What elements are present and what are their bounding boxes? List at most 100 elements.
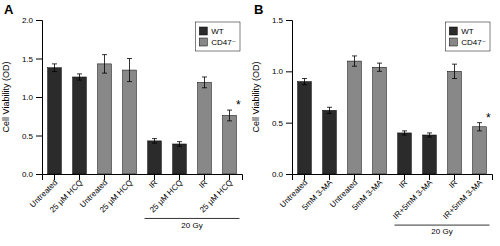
bar: [173, 144, 187, 174]
y-tick-mark: [286, 123, 292, 124]
x-tick-label: IR: [147, 178, 159, 190]
x-tick: 25 µM HCQ: [198, 174, 234, 214]
y-tick-label: 0.0: [272, 170, 284, 179]
bracket: [395, 225, 490, 226]
x-tick-mark: [304, 174, 305, 180]
bar: [448, 71, 462, 174]
y-tick-label: 1.0: [22, 93, 34, 102]
y-tick-label: 0.5: [22, 132, 34, 141]
x-tick-label: 5mM 3-MA: [350, 178, 384, 212]
x-tick: IR+5mM 3-MA: [391, 174, 434, 221]
error-bar: [352, 56, 357, 66]
error-bar: [452, 64, 457, 78]
bar: [398, 133, 412, 174]
x-tick-mark: [204, 174, 205, 180]
y-axis-line: [36, 21, 43, 175]
y-axis: 0.0 0.5 1.0 1.5 2.0: [22, 16, 43, 179]
y-tick: 0.0: [272, 170, 292, 179]
x-tick-mark: [404, 174, 405, 180]
legend: WTCD47⁻: [445, 22, 490, 51]
y-axis-line: [286, 21, 293, 175]
bar: [223, 115, 237, 174]
series: [98, 55, 237, 174]
x-tick-mark: [79, 174, 80, 180]
series: [48, 64, 187, 174]
x-tick: IR: [397, 174, 409, 190]
error-bar: [52, 64, 57, 72]
error-bar: [477, 123, 482, 131]
x-tick-label: IR: [397, 178, 409, 190]
x-tick-label: 25 µM HCQ: [48, 178, 84, 214]
bar: [298, 82, 312, 174]
bracket-label: 20 Gy: [181, 221, 202, 230]
error-bar: [77, 74, 82, 80]
y-tick-mark: [36, 97, 42, 98]
y-tick-mark: [36, 174, 42, 175]
legend-box: [445, 22, 490, 51]
x-tick-mark: [104, 174, 105, 180]
bar: [198, 82, 212, 174]
marks: [48, 55, 237, 174]
x-tick: 25 µM HCQ: [48, 174, 84, 214]
x-tick-label: 25 µM HCQ: [98, 178, 134, 214]
bar: [148, 141, 162, 174]
x-tick: 5mM 3-MA: [350, 174, 384, 212]
bar: [473, 127, 487, 174]
marks: [298, 56, 487, 174]
error-bar: [152, 139, 157, 144]
error-bar: [127, 59, 132, 82]
y-tick-mark: [36, 136, 42, 137]
legend-label: WT: [461, 27, 474, 36]
panel: 0.0 0.5 1.0 1.5 2.0 Untreated25 µM HCQUntreat…: [1, 2, 243, 230]
x-tick-label: 25 µM HCQ: [198, 178, 234, 214]
error-bar: [402, 131, 407, 135]
bar: [423, 135, 437, 174]
y-tick-mark: [36, 20, 42, 21]
x-axis: Untreated25 µM HCQUntreated25 µM HCQIR25…: [28, 174, 242, 214]
legend-swatch: [449, 38, 457, 46]
bracket: [145, 218, 240, 219]
y-tick: 1.0: [272, 67, 292, 76]
y-tick-mark: [286, 20, 292, 21]
legend: WTCD47⁻: [195, 22, 240, 51]
panel: 0.00.51.01.5Untreated5mM 3-MAUntreated5m…: [251, 2, 493, 236]
bracket-label: 20 Gy: [431, 227, 452, 236]
y-axis-title: Cell Viability (OD): [251, 62, 261, 133]
y-axis-title: Cell Viability (OD): [1, 62, 11, 133]
x-tick: 25 µM HCQ: [148, 174, 184, 214]
y-tick: 2.0: [22, 16, 42, 25]
error-bar: [202, 77, 207, 88]
x-tick-mark: [229, 174, 230, 180]
x-tick-label: IR: [447, 178, 459, 190]
x-axis: Untreated5mM 3-MAUntreated5mM 3-MAIRIR+5…: [278, 174, 492, 221]
legend-box: [195, 22, 240, 51]
panel-title: A: [4, 2, 14, 17]
x-axis-line: [293, 175, 493, 181]
x-tick-mark: [479, 174, 480, 180]
error-bar: [302, 79, 307, 85]
chart: 0.0 0.5 1.0 1.5 2.0 Untreated25 µM HCQUntreat…: [0, 0, 500, 246]
x-tick: IR+5mM 3-MA: [441, 174, 484, 221]
y-tick: 0.0: [22, 170, 42, 179]
annotation: *: [236, 98, 241, 112]
x-tick-mark: [379, 174, 380, 180]
x-tick-mark: [429, 174, 430, 180]
y-tick: 0.5: [272, 119, 292, 128]
y-tick: 1.5: [22, 55, 42, 64]
legend-item: WT: [449, 27, 474, 36]
y-axis: 0.00.51.01.5: [272, 16, 293, 179]
bar: [373, 67, 387, 174]
legend-label: WT: [211, 27, 224, 36]
y-tick-label: 1.0: [272, 67, 284, 76]
x-tick-mark: [354, 174, 355, 180]
annotation: *: [486, 111, 491, 125]
x-tick-mark: [454, 174, 455, 180]
error-bar: [102, 55, 107, 73]
x-tick-label: 5mM 3-MA: [300, 178, 334, 212]
x-tick: 5mM 3-MA: [300, 174, 334, 212]
error-bar: [427, 133, 432, 137]
x-tick: 25 µM HCQ: [98, 174, 134, 214]
y-tick-mark: [286, 174, 292, 175]
error-bar: [377, 63, 382, 71]
x-tick-label: IR+5mM 3-MA: [391, 178, 434, 221]
